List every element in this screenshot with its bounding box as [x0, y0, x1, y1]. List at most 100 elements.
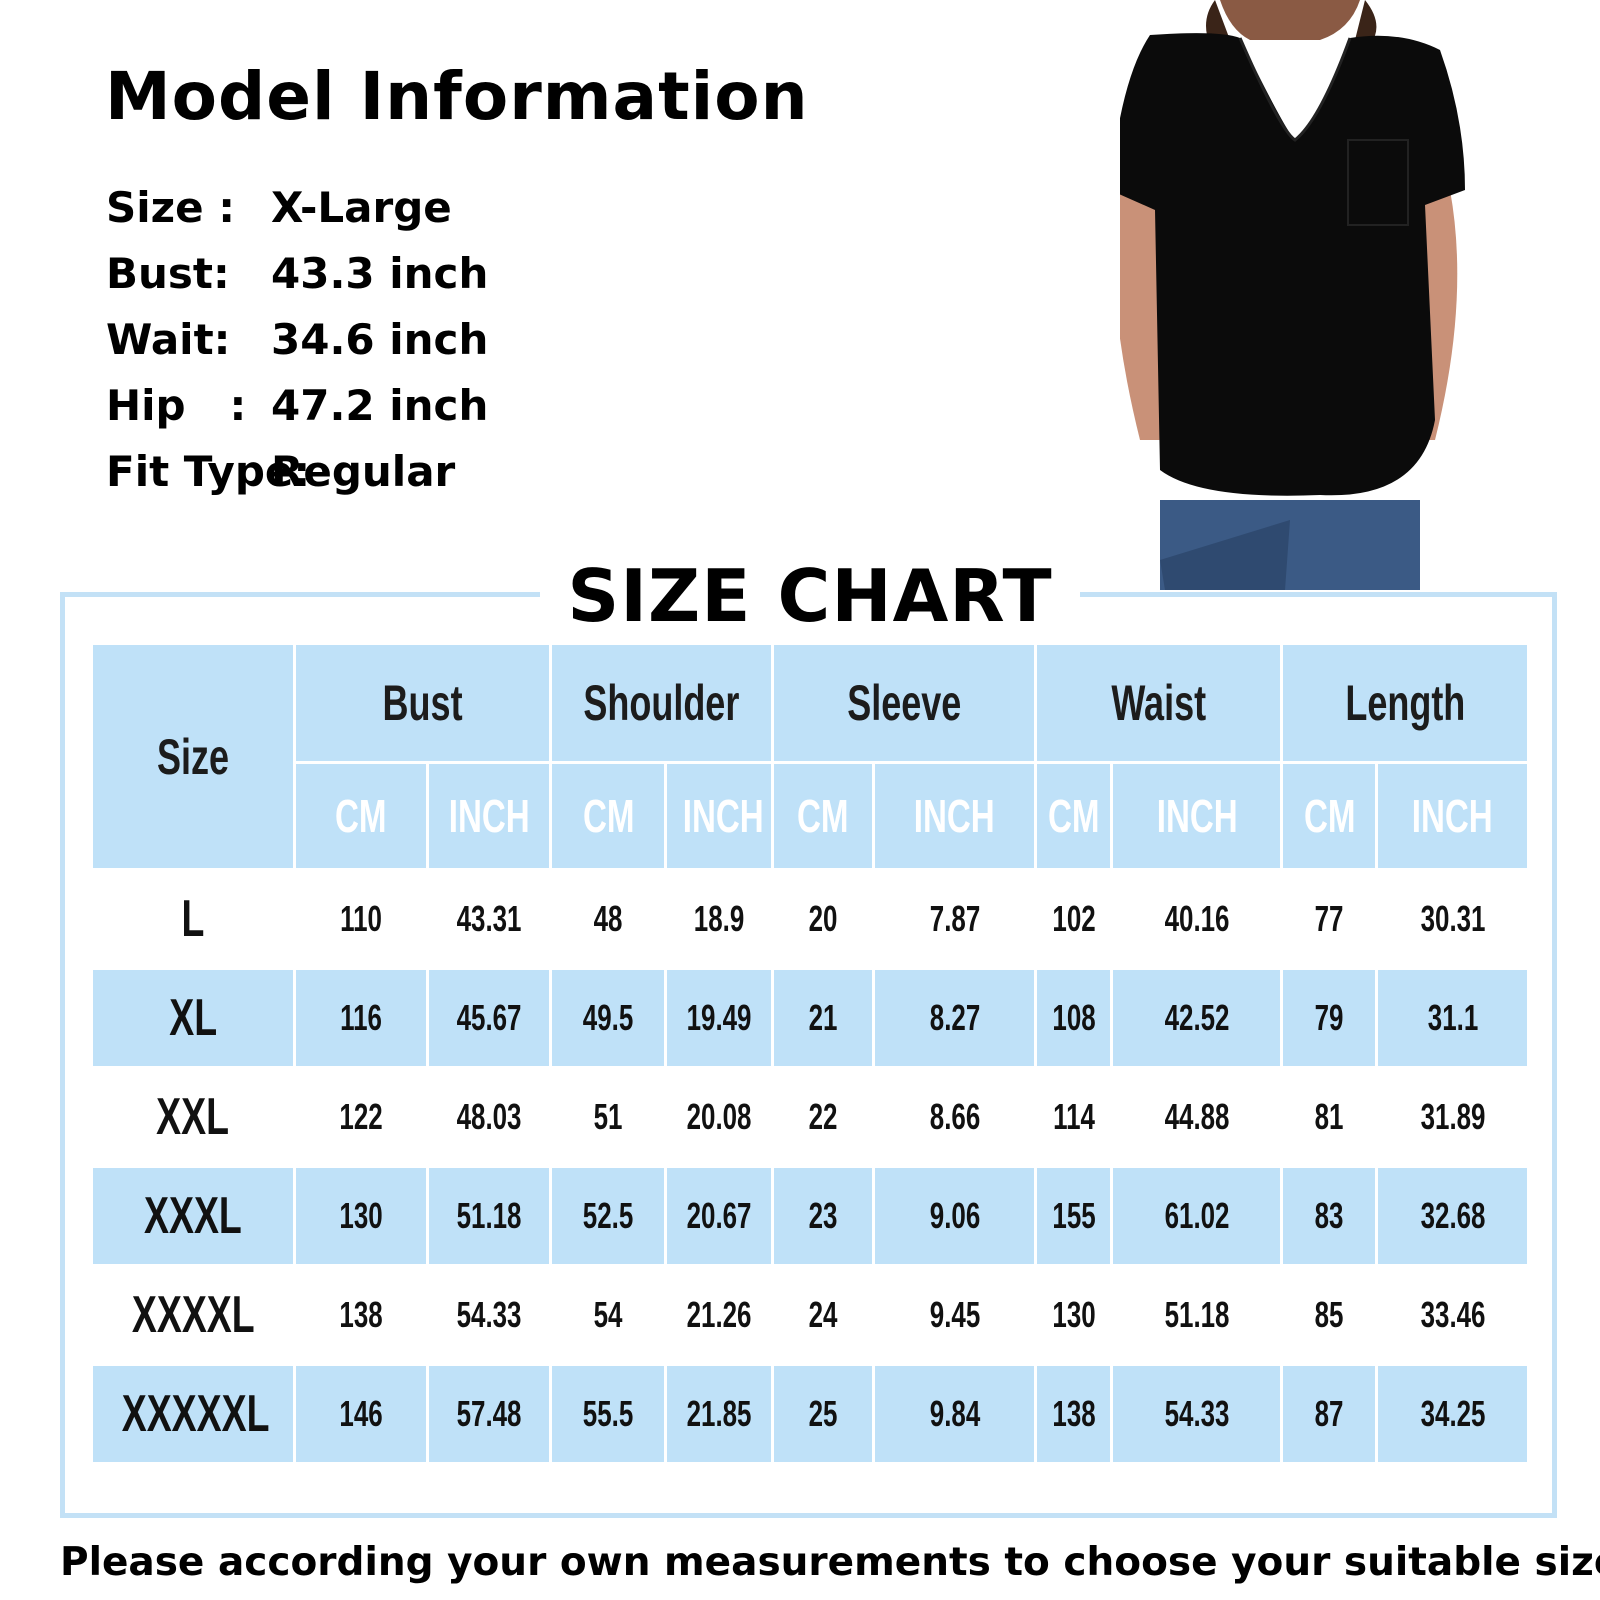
- value-cell: 8.27: [875, 970, 1035, 1066]
- value-cell: 8.66: [875, 1069, 1035, 1165]
- value-cell: 130: [1037, 1267, 1111, 1363]
- value-cell: 32.68: [1378, 1168, 1527, 1264]
- value-cell: 48: [552, 871, 665, 967]
- model-info-label: Hip :: [106, 381, 247, 430]
- value-cell: 102: [1037, 871, 1111, 967]
- value-cell: 110: [295, 871, 427, 967]
- value-cell: 22: [774, 1069, 873, 1165]
- value-cell: 77: [1283, 871, 1376, 967]
- value-cell: 122: [295, 1069, 427, 1165]
- table-row: XXXXXL 146 57.48 55.5 21.85 25 9.84 138 54.33 87 3…: [93, 1366, 1527, 1462]
- value-cell: 9.84: [875, 1366, 1035, 1462]
- model-info-row: Bust: 43.3 inch: [106, 241, 488, 307]
- value-cell: 138: [295, 1267, 427, 1363]
- value-cell: 61.02: [1113, 1168, 1281, 1264]
- value-cell: 55.5: [552, 1366, 665, 1462]
- value-cell: 54.33: [429, 1267, 550, 1363]
- value-cell: 54: [552, 1267, 665, 1363]
- value-cell: 108: [1037, 970, 1111, 1066]
- value-cell: 34.25: [1378, 1366, 1527, 1462]
- value-cell: 138: [1037, 1366, 1111, 1462]
- model-info-value: 34.6 inch: [271, 315, 489, 364]
- unit-header: INCH: [667, 764, 772, 868]
- model-info-value: 47.2 inch: [271, 381, 489, 430]
- value-cell: 20.08: [667, 1069, 772, 1165]
- value-cell: 25: [774, 1366, 873, 1462]
- unit-header: CM: [1037, 764, 1111, 868]
- value-cell: 18.9: [667, 871, 772, 967]
- value-cell: 81: [1283, 1069, 1376, 1165]
- value-cell: 21.85: [667, 1366, 772, 1462]
- group-header: Bust: [295, 645, 550, 761]
- value-cell: 146: [295, 1366, 427, 1462]
- size-chart-table: Size Bust Shoulder Sleeve Waist Length CM INCH C…: [90, 642, 1530, 1465]
- value-cell: 49.5: [552, 970, 665, 1066]
- value-cell: 21.26: [667, 1267, 772, 1363]
- value-cell: 7.87: [875, 871, 1035, 967]
- size-cell: L: [93, 871, 293, 967]
- model-info-value: 43.3 inch: [271, 249, 489, 298]
- unit-header: INCH: [429, 764, 550, 868]
- table-row: XXL 122 48.03 51 20.08 22 8.66 114 44.88 81 31.89: [93, 1069, 1527, 1165]
- size-chart-title: SIZE CHART: [540, 552, 1080, 640]
- value-cell: 31.89: [1378, 1069, 1527, 1165]
- group-header: Sleeve: [774, 645, 1035, 761]
- value-cell: 87: [1283, 1366, 1376, 1462]
- model-photo: [1120, 0, 1465, 590]
- unit-header: CM: [774, 764, 873, 868]
- value-cell: 48.03: [429, 1069, 550, 1165]
- unit-header: CM: [295, 764, 427, 868]
- table-row: XL 116 45.67 49.5 19.49 21 8.27 108 42.52 79 31.1: [93, 970, 1527, 1066]
- value-cell: 116: [295, 970, 427, 1066]
- value-cell: 23: [774, 1168, 873, 1264]
- size-cell: XL: [93, 970, 293, 1066]
- value-cell: 57.48: [429, 1366, 550, 1462]
- value-cell: 42.52: [1113, 970, 1281, 1066]
- value-cell: 51: [552, 1069, 665, 1165]
- value-cell: 20.67: [667, 1168, 772, 1264]
- unit-header: INCH: [1113, 764, 1281, 868]
- value-cell: 51.18: [1113, 1267, 1281, 1363]
- model-info-label: Bust:: [106, 249, 230, 298]
- unit-header: CM: [1283, 764, 1376, 868]
- value-cell: 54.33: [1113, 1366, 1281, 1462]
- unit-header: CM: [552, 764, 665, 868]
- model-info-row: Size : X-Large: [106, 175, 488, 241]
- model-info-value: Regular: [271, 447, 456, 496]
- size-header: Size: [93, 645, 293, 868]
- table-row: L 110 43.31 48 18.9 20 7.87 102 40.16 77 30.31: [93, 871, 1527, 967]
- model-info-label: Fit Type:: [106, 447, 311, 496]
- group-header: Shoulder: [552, 645, 772, 761]
- value-cell: 155: [1037, 1168, 1111, 1264]
- model-info-title: Model Information: [105, 58, 809, 135]
- table-row: XXXXL 138 54.33 54 21.26 24 9.45 130 51.18 85 33.4…: [93, 1267, 1527, 1363]
- model-info-row: Hip : 47.2 inch: [106, 373, 488, 439]
- value-cell: 21: [774, 970, 873, 1066]
- model-info-value: X-Large: [271, 183, 452, 232]
- group-header: Length: [1283, 645, 1527, 761]
- value-cell: 33.46: [1378, 1267, 1527, 1363]
- value-cell: 19.49: [667, 970, 772, 1066]
- value-cell: 43.31: [429, 871, 550, 967]
- value-cell: 130: [295, 1168, 427, 1264]
- size-cell: XXXXXL: [93, 1366, 293, 1462]
- model-info-label: Wait:: [106, 315, 231, 364]
- value-cell: 40.16: [1113, 871, 1281, 967]
- value-cell: 85: [1283, 1267, 1376, 1363]
- unit-header: INCH: [1378, 764, 1527, 868]
- value-cell: 83: [1283, 1168, 1376, 1264]
- value-cell: 9.45: [875, 1267, 1035, 1363]
- model-info-row: Wait: 34.6 inch: [106, 307, 488, 373]
- model-info-list: Size : X-Large Bust: 43.3 inch Wait: 34.6 inc…: [106, 175, 488, 505]
- value-cell: 45.67: [429, 970, 550, 1066]
- value-cell: 114: [1037, 1069, 1111, 1165]
- size-cell: XXXL: [93, 1168, 293, 1264]
- value-cell: 52.5: [552, 1168, 665, 1264]
- value-cell: 51.18: [429, 1168, 550, 1264]
- model-info-row: Fit Type: Regular: [106, 439, 488, 505]
- value-cell: 20: [774, 871, 873, 967]
- size-cell: XXXXL: [93, 1267, 293, 1363]
- value-cell: 30.31: [1378, 871, 1527, 967]
- group-header: Waist: [1037, 645, 1281, 761]
- unit-header: INCH: [875, 764, 1035, 868]
